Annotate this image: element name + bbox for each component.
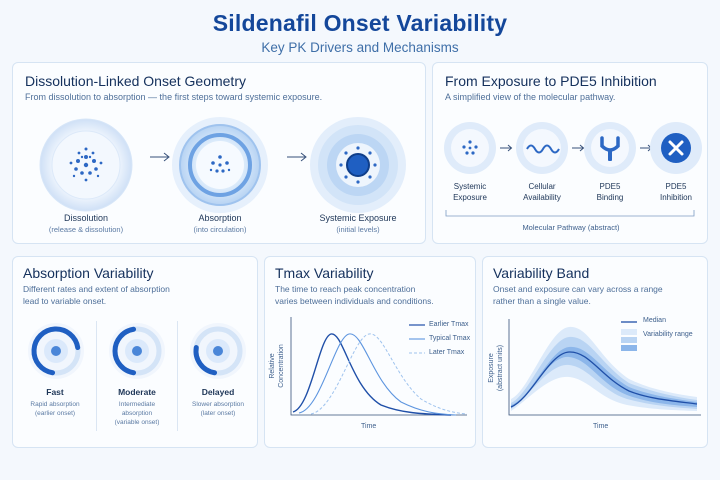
band-legend-label: Variability range (643, 331, 693, 338)
arrow-right-icon (572, 144, 585, 152)
absorption-panel-description: Different rates and extent of absorption… (23, 284, 170, 306)
gauge-arc (31, 326, 81, 376)
absorption-variability-panel: Absorption Variability Different rates a… (12, 256, 258, 448)
pde5-step-label: PDE5 Binding (596, 182, 624, 202)
earlier-tmax-curve (292, 333, 452, 416)
pde5-step-label: PDE5 Inhibition (659, 182, 693, 202)
band-panel-description: Onset and exposure can vary across a ran… (493, 284, 663, 306)
absorption-item-label: Delayed (201, 387, 235, 397)
systemic-exposure-sub: (initial levels) (336, 225, 380, 234)
absorption-item-sub: Slower absorption (later onset) (191, 401, 245, 417)
absorption-sub: (into circulation) (193, 225, 247, 234)
tmax-panel-description: The time to reach peak concentration var… (275, 284, 434, 306)
divider (96, 321, 97, 431)
later-tmax-curve (310, 333, 468, 415)
arrow-right-icon (287, 152, 307, 162)
gauge-dot (132, 346, 142, 356)
typical-tmax-curve (298, 333, 457, 416)
absorption-item-sub: Intermediate absorption (variable onset) (114, 401, 160, 426)
gauge-arc (112, 326, 137, 376)
tmax-chart (290, 317, 468, 416)
geometry-panel-title: Dissolution-Linked Onset Geometry (25, 73, 246, 89)
page-subtitle: Key PK Drivers and Mechanisms (261, 40, 459, 55)
pde5-step-label: Systemic Exposure (453, 182, 487, 202)
absorption-item-label: Moderate (118, 387, 156, 397)
arrow-right-icon (500, 144, 513, 152)
divider (177, 321, 178, 431)
band-xlabel: Time (593, 423, 609, 430)
tmax-panel-title: Tmax Variability (275, 265, 374, 281)
median-line (510, 351, 698, 408)
tmax-legend-label: Typical Tmax (429, 335, 471, 342)
tmax-legend-label: Later Tmax (429, 349, 465, 356)
gauge-arc (193, 345, 218, 376)
inhibition-x-icon (650, 122, 702, 174)
absorption-item-label: Fast (46, 387, 64, 397)
absorption-panel-title: Absorption Variability (23, 265, 154, 281)
tmax-xlabel: Time (361, 423, 377, 430)
band-legend-label: Median (643, 317, 666, 324)
molecule-cluster-icon (444, 122, 496, 174)
pathway-bracket (445, 210, 695, 217)
binding-receptor-icon (584, 122, 636, 174)
arrow-right-icon (150, 152, 170, 162)
absorption-icon (172, 117, 268, 213)
absorption-label: Absorption (198, 213, 242, 223)
tmax-legend-label: Earlier Tmax (429, 321, 469, 328)
systemic-exposure-icon (310, 117, 406, 213)
pde5-panel-description: A simplified view of the molecular pathw… (445, 92, 616, 102)
wave-icon (516, 122, 568, 174)
absorption-gauges (28, 323, 246, 379)
band-ylabel: Exposure (abstract units) (488, 344, 504, 392)
band-panel-title: Variability Band (493, 265, 590, 281)
tmax-ylabel: Relative Concentration (269, 344, 285, 388)
tmax-panel: Tmax Variability The time to reach peak … (264, 256, 476, 448)
inner-band (511, 346, 697, 408)
pde5-panel: From Exposure to PDE5 Inhibition A simpl… (432, 62, 708, 244)
pde5-panel-title: From Exposure to PDE5 Inhibition (445, 73, 657, 89)
dissolution-label: Dissolution (63, 213, 109, 223)
gauge-dot (213, 346, 223, 356)
pde5-step-label: Cellular Availability (523, 182, 561, 202)
absorption-item-sub: Rapid absorption (earlier onset) (30, 401, 80, 417)
page-title: Sildenafil Onset Variability (212, 10, 508, 36)
geometry-panel-description: From dissolution to absorption — the fir… (25, 92, 323, 102)
variability-band-chart (508, 319, 701, 416)
systemic-exposure-label: Systemic Exposure (319, 213, 397, 223)
geometry-panel: Dissolution-Linked Onset Geometry From d… (12, 62, 426, 244)
dissolution-icon (39, 118, 133, 212)
pathway-footer: Molecular Pathway (abstract) (522, 223, 620, 232)
dissolution-sub: (release & dissolution) (48, 225, 124, 234)
gauge-dot (51, 346, 61, 356)
variability-band-panel: Variability Band Onset and exposure can … (482, 256, 708, 448)
